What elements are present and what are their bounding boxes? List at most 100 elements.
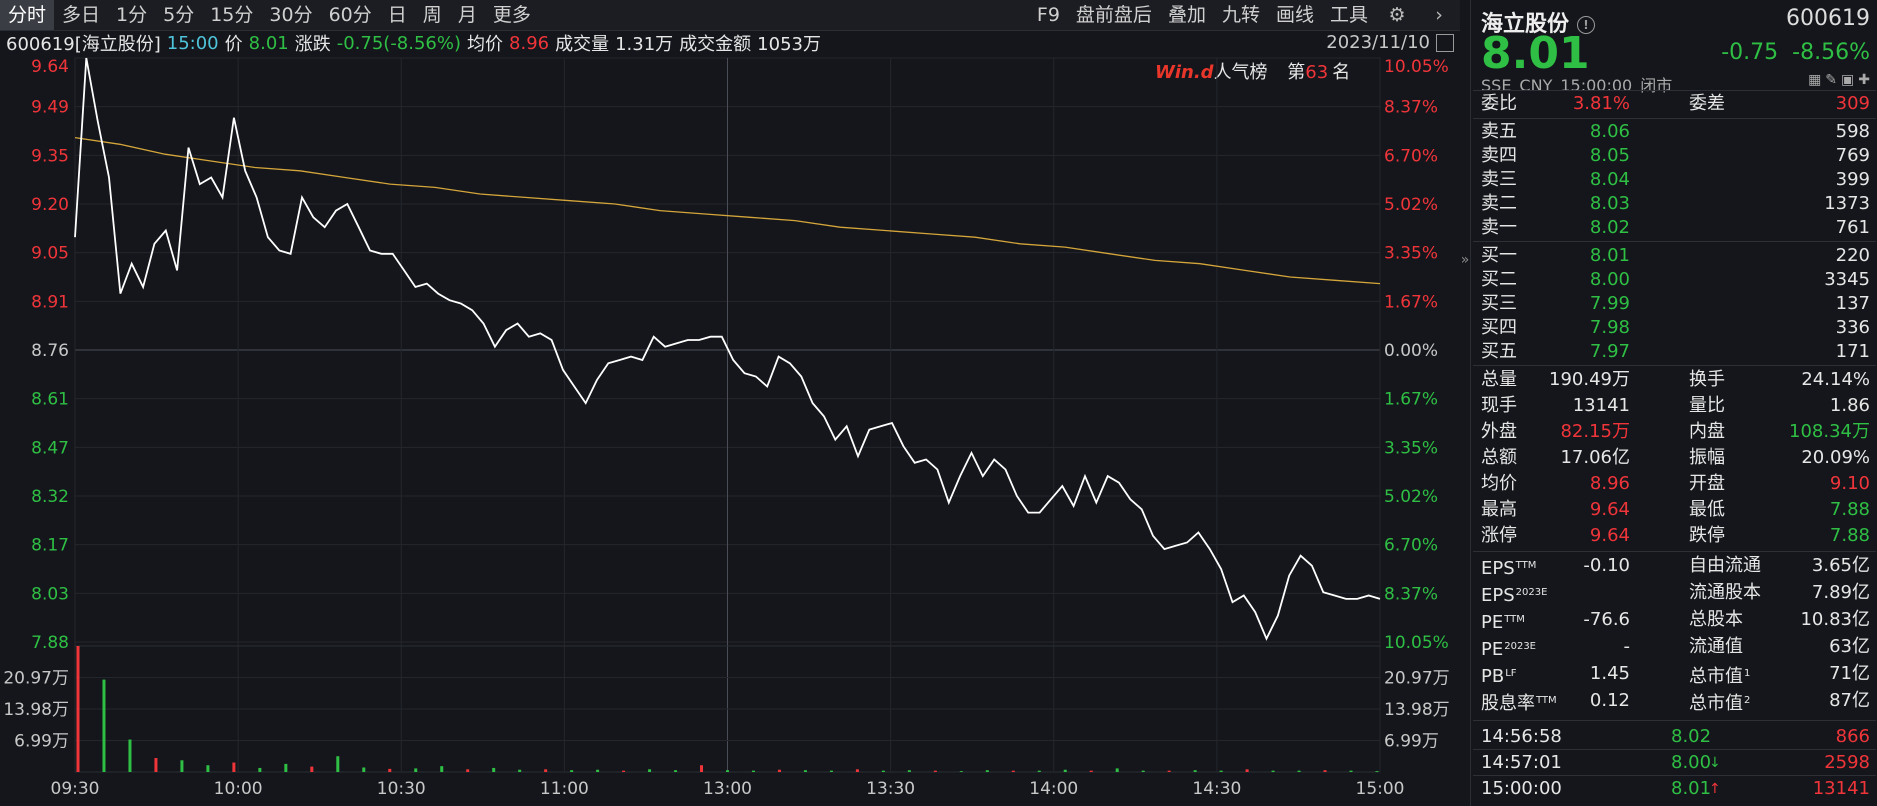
period-tab[interactable]: 日 [387,4,407,26]
collapse-panel-icon[interactable]: » [1460,252,1470,268]
divider [1473,775,1876,776]
period-tab[interactable]: 60分 [328,4,372,26]
expand-arrow-icon[interactable]: › [1435,4,1443,26]
fundamental-label-2-text: 总市值 [1689,693,1743,714]
ask-row[interactable]: 卖三 8.04 399 [1481,168,1870,192]
y-tick-label-left: 8.17 [31,536,69,556]
period-tab[interactable]: 更多 [492,4,531,26]
stat-value: 190.49万 [1549,369,1630,390]
price-label: 价 [224,34,243,55]
stat-value: 82.15万 [1560,421,1630,442]
stat-label: 最高 [1481,499,1517,520]
toolbar-item[interactable]: 盘前盘后 [1075,4,1152,26]
volume-bar [674,770,678,772]
stat-label: 均价 [1481,473,1517,494]
toolbar-item[interactable]: 九转 [1221,4,1260,26]
bid-row[interactable]: 买二 8.00 3345 [1481,268,1870,292]
volume-bar [622,770,626,772]
bid-label: 买四 [1481,317,1517,338]
info-time: 15:00 [166,32,219,54]
toolbar-item[interactable]: F9 [1036,4,1060,26]
volume-bar [1245,769,1249,772]
stat-label-2: 跌停 [1689,525,1725,546]
period-tab[interactable]: 15分 [210,4,254,26]
stat-label: 总额 [1481,447,1517,468]
volume-bar [1089,770,1093,772]
y-tick-label-left: 9.05 [31,244,69,264]
stat-row: 现手 13141 量比 1.86 [1481,394,1870,420]
ask-price: 8.06 [1589,121,1630,142]
volume-bar [154,758,158,772]
bid-row[interactable]: 买一 8.01 220 [1481,244,1870,268]
volume-bar [1011,770,1015,772]
amt-label: 成交金额 [679,34,752,55]
fundamental-value: 1.45 [1589,663,1630,684]
x-tick-label: 10:30 [377,779,426,799]
bid-price: 7.97 [1589,341,1630,362]
fundamental-value: 0.12 [1589,690,1630,711]
bid-price: 8.01 [1589,245,1630,266]
volume-bar [544,769,548,772]
volume-bar [1063,769,1067,772]
volume-bar [336,756,340,772]
panel-tool-icons[interactable]: ▦✎▣✚ [1808,72,1874,88]
tick-time: 15:00:00 [1481,778,1562,799]
stat-row: 外盘 82.15万 内盘 108.34万 [1481,420,1870,446]
divider [1473,720,1876,721]
volume-bar [700,765,704,772]
period-tab[interactable]: 多日 [62,4,101,26]
volume-bar [1193,770,1197,772]
stock-name: 海立股份! [1481,6,1596,38]
stat-value: 17.06亿 [1560,447,1630,468]
ask-price: 8.03 [1589,193,1630,214]
y-tick-label-left: 7.88 [31,633,69,653]
bid-volume: 171 [1835,341,1870,362]
wind-logo: Win.d [1155,62,1214,83]
volume-bar [985,770,989,772]
period-tab[interactable]: 月 [457,4,477,26]
order-ratio-label: 委比 [1481,93,1517,114]
chart-toolbar: 分时 多日 1分 5分 15分 30分 60分日周月更多 F9 盘前盘后 叠加 九转 画线 工具 ⚙ › [0,0,1460,31]
bid-row[interactable]: 买三 7.99 137 [1481,292,1870,316]
fundamental-label: EPSTTM [1481,554,1536,581]
bid-row[interactable]: 买五 7.97 171 [1481,340,1870,364]
y-tick-label-right: 0.00% [1384,341,1438,361]
settings-icon[interactable]: ⚙ [1388,4,1406,26]
ask-row[interactable]: 卖二 8.03 1373 [1481,192,1870,216]
vol-label: 成交量 [555,34,610,55]
period-tab[interactable]: 1分 [116,4,148,26]
volume-bar [907,770,911,772]
stat-row: 涨停 9.64 跌停 7.88 [1481,524,1870,550]
x-tick-label: 10:00 [214,779,263,799]
toolbar-item[interactable]: 画线 [1275,4,1314,26]
ask-volume: 598 [1835,121,1870,142]
bid-row[interactable]: 买四 7.98 336 [1481,316,1870,340]
y-tick-label-left: 9.20 [31,195,69,215]
toolbar-item[interactable]: 工具 [1329,4,1368,26]
bid-label: 买三 [1481,293,1517,314]
ask-row[interactable]: 卖一 8.02 761 [1481,216,1870,240]
volume-bar [232,762,236,772]
period-tab[interactable]: 30分 [269,4,313,26]
stat-label: 外盘 [1481,421,1517,442]
stat-value-2: 9.10 [1829,473,1870,494]
ask-row[interactable]: 卖五 8.06 598 [1481,120,1870,144]
tick-row: 14:56:58 8.02 866 [1481,724,1870,750]
intraday-chart[interactable]: 9.64 10.05% 9.49 8.37% 9.35 6.70% 9.20 5.02% 9.0… [0,56,1460,806]
ask-row[interactable]: 卖四 8.05 769 [1481,144,1870,168]
period-tab[interactable]: 分时 [0,0,55,30]
y-tick-label-left: 9.64 [31,57,69,77]
popularity-rank[interactable]: Win.d人气榜 第63 名 [1155,58,1350,84]
ask-volume: 769 [1835,145,1870,166]
volume-bar [855,769,859,772]
toolbar-item[interactable]: 叠加 [1167,4,1206,26]
info-icon[interactable]: ! [1577,16,1596,34]
x-tick-label: 14:30 [1192,779,1241,799]
stat-label-2: 振幅 [1689,447,1725,468]
y-tick-label-right: 6.70% [1384,146,1438,166]
period-tab[interactable]: 5分 [163,4,195,26]
period-tab[interactable]: 周 [422,4,442,26]
fundamental-label: PE2023E [1481,635,1536,662]
layout-grid-icon[interactable] [1436,34,1454,52]
volume-bar [751,770,755,772]
